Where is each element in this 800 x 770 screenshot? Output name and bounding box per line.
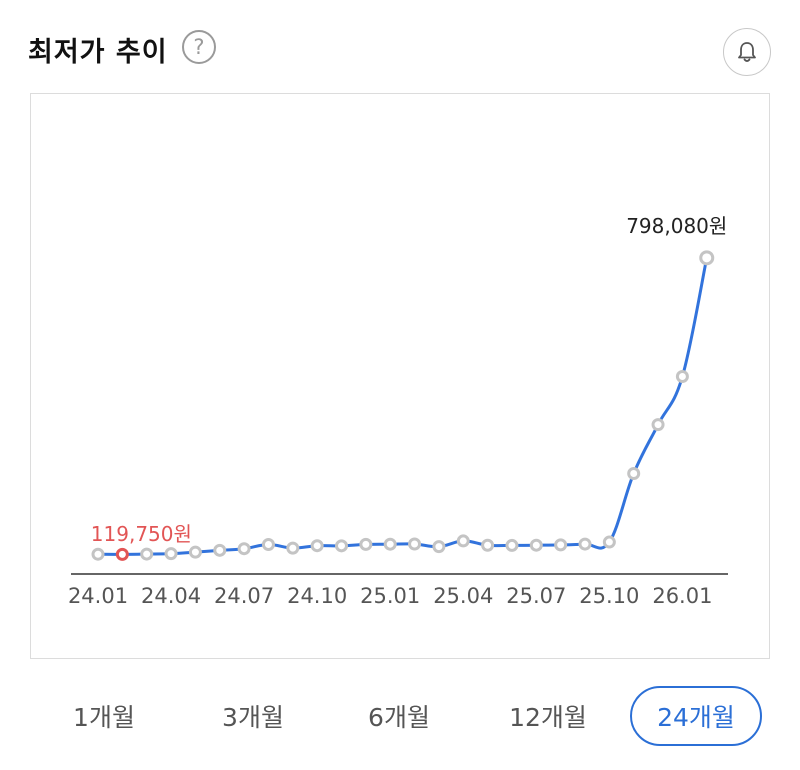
min-price-label: 119,750원 bbox=[91, 522, 192, 546]
data-point-24.04 bbox=[164, 547, 178, 561]
x-tick-label: 24.07 bbox=[214, 584, 274, 608]
data-point-24.09 bbox=[286, 541, 300, 555]
period-1-month[interactable]: 1개월 bbox=[73, 703, 135, 732]
page-title: 최저가 추이 bbox=[28, 37, 168, 68]
x-tick-label: 26.01 bbox=[652, 584, 712, 608]
price-series-line bbox=[96, 256, 709, 556]
data-point-24.08 bbox=[261, 538, 275, 552]
data-point-25.08 bbox=[554, 538, 568, 552]
data-point-25.10 bbox=[602, 535, 616, 549]
data-point-25.03 bbox=[432, 540, 446, 554]
data-point-25.01 bbox=[383, 537, 397, 551]
header: 최저가 추이 ? bbox=[0, 0, 800, 95]
price-alert-button[interactable] bbox=[723, 28, 771, 76]
min-price-point bbox=[115, 547, 129, 561]
period-selector: 1개월 3개월 6개월 12개월 24개월 bbox=[0, 680, 800, 750]
price-trend-chart: 24.01 24.04 24.07 24.10 25.01 25.04 25.07 25.10… bbox=[30, 93, 770, 659]
data-point-25.09 bbox=[578, 537, 592, 551]
data-point-25.02 bbox=[408, 537, 422, 551]
data-point-24.12 bbox=[359, 537, 373, 551]
x-tick-label: 25.07 bbox=[506, 584, 566, 608]
data-point-24.11 bbox=[335, 539, 348, 553]
chart-svg: 24.01 24.04 24.07 24.10 25.01 25.04 25.07 25.10… bbox=[68, 214, 728, 608]
data-points bbox=[91, 250, 715, 561]
data-point-25.07 bbox=[529, 538, 543, 552]
x-tick-label: 25.10 bbox=[579, 584, 639, 608]
data-point-25.11 bbox=[627, 466, 641, 480]
data-point-24.10 bbox=[310, 539, 324, 553]
data-point-24.07 bbox=[237, 542, 251, 556]
x-tick-label: 24.04 bbox=[141, 584, 201, 608]
question-circle-icon[interactable]: ? bbox=[182, 30, 216, 64]
period-12-months[interactable]: 12개월 bbox=[509, 703, 587, 732]
period-24-months[interactable]: 24개월 bbox=[630, 686, 762, 746]
data-point-25.05 bbox=[481, 538, 495, 552]
x-tick-labels: 24.01 24.04 24.07 24.10 25.01 25.04 25.07 25.10… bbox=[68, 584, 713, 608]
data-point-24.03 bbox=[140, 547, 154, 561]
period-6-months[interactable]: 6개월 bbox=[368, 703, 430, 732]
x-tick-label: 25.04 bbox=[433, 584, 493, 608]
x-tick-label: 24.10 bbox=[287, 584, 347, 608]
x-tick-label: 24.01 bbox=[68, 584, 128, 608]
period-3-months[interactable]: 3개월 bbox=[222, 703, 284, 732]
max-price-label: 798,080원 bbox=[626, 214, 727, 238]
data-point-25.06 bbox=[505, 538, 519, 552]
data-point-25.12 bbox=[651, 418, 665, 432]
data-point-24.06 bbox=[213, 543, 227, 557]
data-point-24.05 bbox=[188, 545, 202, 559]
data-point-26.01 bbox=[675, 370, 689, 384]
x-tick-label: 25.01 bbox=[360, 584, 420, 608]
bell-icon bbox=[738, 42, 756, 62]
max-price-point bbox=[699, 250, 715, 266]
data-point-24.01 bbox=[91, 547, 105, 561]
data-point-25.04 bbox=[456, 534, 470, 548]
